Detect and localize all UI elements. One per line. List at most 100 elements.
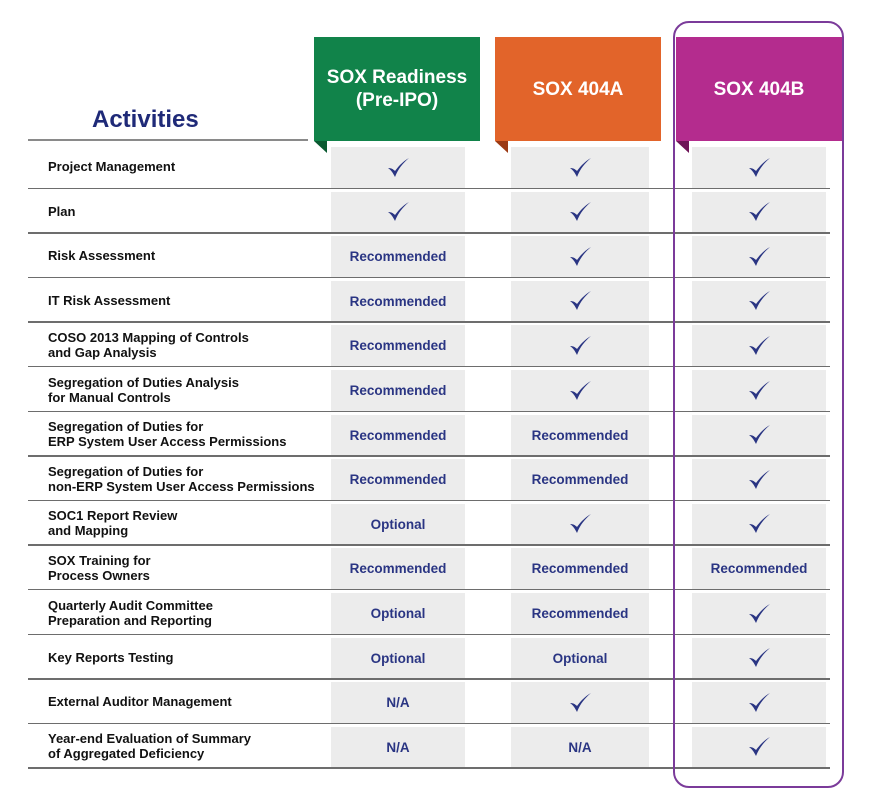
cell-column-1 [331,147,465,188]
row-divider [28,633,830,635]
cell-column-2: Recommended [511,414,649,456]
table-row: COSO 2013 Mapping of Controls and Gap An… [28,323,830,368]
column-header-1: SOX Readiness (Pre-IPO) [314,37,480,141]
table-row: Key Reports Testing Optional Optional [28,636,830,680]
row-divider [28,187,830,189]
checkmark-icon [749,648,770,668]
row-divider [28,232,830,234]
table-row: Segregation of Duties Analysis for Manua… [28,368,830,412]
cell-column-1 [331,191,465,233]
table-row: Segregation of Duties for non-ERP System… [28,457,830,502]
activity-label: External Auditor Management [48,694,232,710]
checkmark-icon [388,157,409,177]
column-header-fold [495,141,508,153]
cell-text: Recommended [349,383,447,398]
cell-column-2 [511,503,649,545]
cell-column-2 [511,191,649,233]
cell-column-2 [511,147,649,188]
activity-label: IT Risk Assessment [48,292,171,308]
table-row: External Auditor Management N/A [28,680,830,725]
table-row: SOC1 Report Review and Mapping Optional [28,502,830,546]
cell-text: Optional [370,606,426,621]
activity-label: Plan [48,203,76,219]
activity-label: Segregation of Duties Analysis for Manua… [48,374,239,405]
table-row: SOX Training for Process Owners Recommend… [28,546,830,591]
cell-column-2 [511,682,649,724]
checkmark-icon [749,514,770,534]
cell-column-3 [692,459,826,501]
column-header-fold [676,141,689,153]
activity-label: SOC1 Report Review and Mapping [48,508,178,539]
cell-column-3 [692,503,826,545]
row-divider [28,321,830,323]
column-header-fold [314,141,327,153]
cell-column-1: Recommended [331,548,465,590]
row-divider [28,722,830,725]
row-divider [28,365,830,368]
cell-column-3 [692,593,826,634]
cell-text: N/A [386,739,410,755]
activity-label: Segregation of Duties for ERP System Use… [48,419,287,450]
cell-text: Recommended [349,249,447,265]
activity-label: Segregation of Duties for non-ERP System… [48,463,315,494]
cell-column-1: Optional [331,637,465,679]
cell-column-3 [692,147,826,188]
checkmark-icon [749,692,770,712]
column-header-label: SOX 404A [532,78,624,100]
checkmark-icon [749,469,770,489]
checkmark-icon [749,380,770,400]
activity-label: Key Reports Testing [48,649,174,665]
checkmark-icon [570,380,591,400]
header-divider [28,139,308,141]
checkmark-icon [749,202,770,222]
cell-column-1: Recommended [331,414,465,456]
row-divider [28,455,830,457]
cell-column-1: Recommended [331,280,465,322]
column-header-2: SOX 404A [495,37,661,141]
cell-column-2 [511,280,649,322]
cell-text: Recommended [531,472,629,488]
checkmark-icon [570,246,591,266]
cell-column-1: N/A [331,682,465,724]
checkmark-icon [570,157,591,177]
row-divider [28,410,830,412]
activity-label: Year-end Evaluation of Summary of Aggreg… [48,731,252,762]
table-row: Plan [28,190,830,234]
table-row: Risk Assessment Recommended [28,234,830,279]
cell-column-3 [692,726,826,768]
cell-text: Recommended [349,561,447,577]
cell-column-1: Recommended [331,236,465,278]
cell-text: Optional [370,650,426,666]
cell-column-1: Recommended [331,370,465,411]
checkmark-icon [388,202,409,222]
cell-text: Recommended [710,561,808,577]
cell-column-2 [511,370,649,411]
checkmark-icon [570,291,591,311]
table-row: Project Management [28,145,830,189]
cell-column-3 [692,682,826,724]
column-header-label: SOX Readiness (Pre-IPO) [326,67,468,111]
row-divider [28,588,830,591]
row-divider [28,678,830,680]
cell-column-3 [692,191,826,233]
checkmark-icon [570,514,591,534]
cell-text: Optional [552,650,608,666]
cell-text: N/A [386,695,410,711]
activities-title: Activities [92,106,199,133]
row-divider [28,276,830,279]
cell-column-3: Recommended [692,548,826,590]
cell-text: Optional [370,516,426,532]
activity-label: Risk Assessment [48,248,156,264]
checkmark-icon [570,692,591,712]
cell-column-3 [692,637,826,679]
activity-label: Quarterly Audit Committee Preparation an… [48,597,213,628]
cell-text: N/A [568,739,592,755]
checkmark-icon [749,425,770,445]
checkmark-icon [749,246,770,266]
cell-column-3 [692,280,826,322]
cell-column-2 [511,325,649,367]
activity-label: Project Management [48,159,176,174]
cell-text: Recommended [531,561,629,577]
checkmark-icon [570,335,591,355]
cell-column-3 [692,414,826,456]
